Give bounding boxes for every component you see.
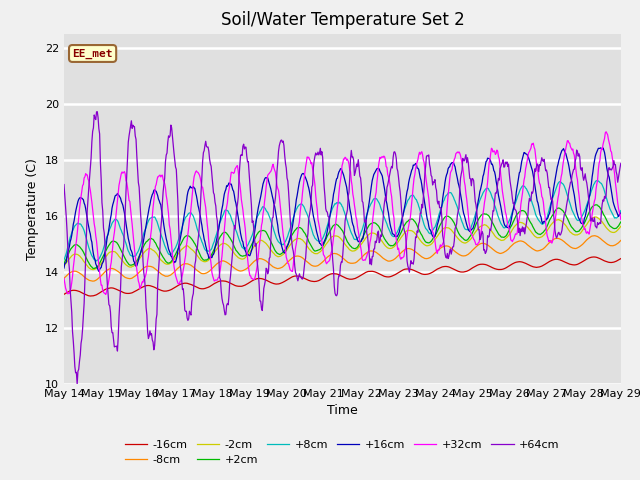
+8cm [60, 257, 68, 263]
Line: +32cm: +32cm [64, 132, 621, 294]
+32cm [411, 172, 419, 178]
+16cm [128, 250, 136, 256]
-16cm [86, 293, 94, 299]
Line: +8cm: +8cm [64, 180, 621, 261]
+8cm [185, 211, 193, 216]
+8cm [411, 194, 419, 200]
+16cm [70, 218, 78, 224]
+32cm [428, 218, 435, 224]
+8cm [593, 178, 600, 183]
-8cm [60, 276, 68, 281]
-2cm [411, 230, 419, 236]
+16cm [428, 229, 435, 235]
-16cm [411, 268, 419, 274]
-16cm [214, 279, 222, 285]
-2cm [617, 224, 625, 229]
-2cm [60, 263, 68, 269]
+2cm [617, 219, 625, 225]
-2cm [70, 252, 78, 257]
-2cm [128, 264, 136, 269]
+16cm [95, 268, 102, 274]
Line: +2cm: +2cm [64, 204, 621, 268]
-16cm [128, 290, 136, 296]
+32cm [602, 129, 610, 134]
+32cm [214, 275, 222, 281]
+64cm [186, 308, 193, 314]
-2cm [214, 244, 222, 250]
-8cm [89, 278, 97, 284]
-8cm [428, 254, 435, 260]
+2cm [128, 262, 136, 268]
+64cm [412, 234, 419, 240]
+2cm [592, 202, 600, 207]
+8cm [128, 253, 136, 259]
Line: -8cm: -8cm [64, 236, 621, 281]
Legend: -16cm, -8cm, -2cm, +2cm, +8cm, +16cm, +32cm, +64cm: -16cm, -8cm, -2cm, +2cm, +8cm, +16cm, +3… [121, 435, 564, 469]
+64cm [428, 174, 436, 180]
+2cm [185, 233, 193, 239]
+32cm [617, 216, 625, 222]
+2cm [428, 239, 435, 244]
+64cm [60, 181, 68, 187]
+16cm [411, 162, 419, 168]
+32cm [185, 225, 193, 230]
+32cm [70, 258, 78, 264]
-8cm [617, 238, 625, 243]
-16cm [185, 281, 193, 287]
Title: Soil/Water Temperature Set 2: Soil/Water Temperature Set 2 [221, 11, 464, 29]
-8cm [591, 233, 598, 239]
-8cm [128, 275, 136, 281]
+8cm [214, 225, 222, 231]
+8cm [428, 230, 435, 236]
+32cm [102, 291, 109, 297]
Line: -16cm: -16cm [64, 257, 621, 296]
Text: EE_met: EE_met [72, 48, 113, 59]
+64cm [215, 260, 223, 265]
+64cm [70, 350, 78, 356]
-8cm [185, 261, 193, 267]
-8cm [70, 268, 78, 274]
+2cm [90, 265, 98, 271]
+32cm [60, 276, 68, 281]
-16cm [428, 270, 435, 276]
+64cm [617, 160, 625, 166]
+2cm [60, 261, 68, 266]
+2cm [214, 238, 222, 244]
+16cm [185, 187, 193, 192]
+16cm [60, 265, 68, 271]
-8cm [411, 249, 419, 254]
-16cm [590, 254, 598, 260]
-16cm [617, 256, 625, 262]
-16cm [60, 291, 68, 297]
+32cm [128, 221, 136, 227]
+64cm [74, 381, 81, 387]
+64cm [93, 109, 101, 115]
Line: +64cm: +64cm [64, 112, 621, 384]
-2cm [89, 267, 97, 273]
-8cm [214, 260, 222, 266]
+16cm [617, 210, 625, 216]
+2cm [411, 218, 419, 224]
Line: -2cm: -2cm [64, 217, 621, 270]
+8cm [70, 225, 78, 230]
-2cm [428, 241, 435, 247]
-2cm [185, 244, 193, 250]
+8cm [93, 258, 100, 264]
+16cm [597, 145, 605, 151]
+2cm [70, 242, 78, 248]
+8cm [617, 208, 625, 214]
+64cm [129, 122, 137, 128]
X-axis label: Time: Time [327, 405, 358, 418]
-16cm [70, 288, 78, 293]
+16cm [214, 228, 222, 234]
Line: +16cm: +16cm [64, 148, 621, 271]
Y-axis label: Temperature (C): Temperature (C) [26, 158, 39, 260]
-2cm [591, 214, 599, 220]
